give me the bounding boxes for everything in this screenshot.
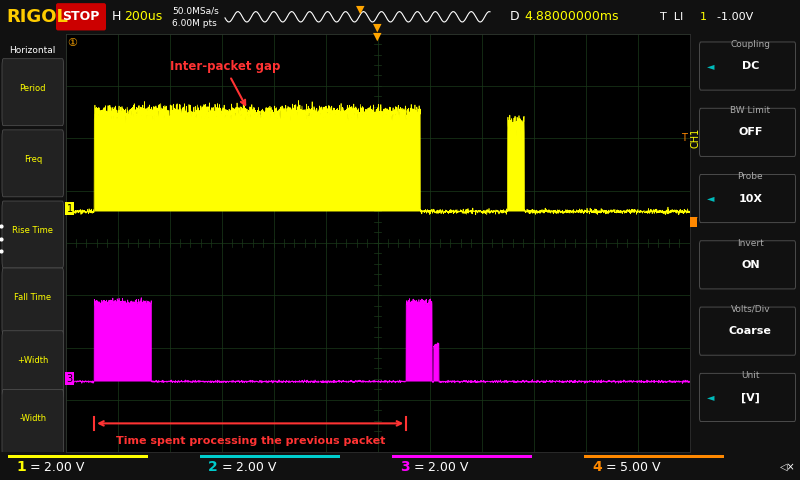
Text: 10X: 10X bbox=[738, 193, 762, 204]
Text: ◄: ◄ bbox=[707, 61, 714, 71]
Text: -1.00V: -1.00V bbox=[710, 12, 754, 22]
Text: -Width: -Width bbox=[19, 414, 46, 423]
Text: =: = bbox=[414, 461, 425, 474]
Text: Probe: Probe bbox=[738, 172, 763, 181]
Text: T: T bbox=[681, 133, 687, 143]
Text: +Width: +Width bbox=[17, 356, 49, 365]
FancyBboxPatch shape bbox=[2, 331, 64, 398]
FancyBboxPatch shape bbox=[699, 42, 795, 90]
Text: =: = bbox=[30, 461, 41, 474]
Text: DC: DC bbox=[742, 61, 759, 71]
Text: STOP: STOP bbox=[62, 10, 100, 24]
Text: Time spent processing the previous packet: Time spent processing the previous packe… bbox=[115, 436, 385, 445]
Text: 3: 3 bbox=[66, 374, 73, 384]
Text: ◄: ◄ bbox=[707, 193, 714, 204]
FancyBboxPatch shape bbox=[2, 201, 64, 268]
FancyBboxPatch shape bbox=[2, 130, 64, 197]
FancyBboxPatch shape bbox=[699, 241, 795, 289]
FancyBboxPatch shape bbox=[699, 307, 795, 355]
Text: Invert: Invert bbox=[737, 239, 764, 248]
Text: 2.00 V: 2.00 V bbox=[44, 461, 84, 474]
Text: Coarse: Coarse bbox=[729, 326, 772, 336]
Bar bbox=[200, 455, 340, 458]
Text: 1: 1 bbox=[16, 460, 26, 474]
Text: Rise Time: Rise Time bbox=[12, 226, 54, 235]
Text: 200us: 200us bbox=[124, 10, 162, 24]
Text: ◄: ◄ bbox=[707, 392, 714, 402]
FancyBboxPatch shape bbox=[2, 59, 64, 126]
Text: 1: 1 bbox=[66, 204, 73, 214]
Text: D: D bbox=[510, 10, 520, 24]
Text: Freq: Freq bbox=[24, 155, 42, 164]
Text: 2.00 V: 2.00 V bbox=[236, 461, 276, 474]
Text: Coupling: Coupling bbox=[730, 40, 770, 49]
Text: Unit: Unit bbox=[741, 371, 759, 380]
Text: ▼: ▼ bbox=[374, 32, 382, 41]
Text: Inter-packet gap: Inter-packet gap bbox=[170, 60, 280, 105]
Text: [V]: [V] bbox=[741, 392, 760, 403]
Bar bbox=[584, 455, 724, 458]
Text: Fall Time: Fall Time bbox=[14, 293, 51, 302]
Text: 50.0MSa/s: 50.0MSa/s bbox=[172, 6, 218, 15]
Text: 5.00 V: 5.00 V bbox=[620, 461, 661, 474]
FancyBboxPatch shape bbox=[699, 175, 795, 223]
Text: 1: 1 bbox=[700, 12, 707, 22]
Text: H: H bbox=[112, 10, 122, 24]
Text: 2: 2 bbox=[208, 460, 218, 474]
Text: =: = bbox=[222, 461, 233, 474]
Text: ▼: ▼ bbox=[356, 4, 364, 14]
Text: ◁×: ◁× bbox=[780, 462, 796, 472]
Text: T: T bbox=[691, 217, 697, 227]
Text: Period: Period bbox=[19, 84, 46, 93]
Bar bbox=[392, 455, 532, 458]
Text: Volts/Div: Volts/Div bbox=[730, 305, 770, 314]
FancyBboxPatch shape bbox=[2, 389, 64, 456]
Text: ▼: ▼ bbox=[374, 23, 382, 33]
Text: CH1: CH1 bbox=[690, 128, 700, 148]
Text: Horizontal: Horizontal bbox=[10, 46, 56, 55]
Text: OFF: OFF bbox=[738, 127, 762, 137]
FancyBboxPatch shape bbox=[699, 373, 795, 421]
Text: 2.00 V: 2.00 V bbox=[428, 461, 468, 474]
FancyBboxPatch shape bbox=[699, 108, 795, 156]
Text: T  LI: T LI bbox=[660, 12, 690, 22]
Text: =: = bbox=[606, 461, 617, 474]
Text: 3: 3 bbox=[400, 460, 410, 474]
Text: BW Limit: BW Limit bbox=[730, 106, 770, 115]
Text: ON: ON bbox=[741, 260, 760, 270]
Text: 4: 4 bbox=[592, 460, 602, 474]
Text: ①: ① bbox=[67, 38, 77, 48]
Bar bbox=[8, 455, 148, 458]
Text: 6.00M pts: 6.00M pts bbox=[172, 19, 217, 27]
FancyBboxPatch shape bbox=[2, 268, 64, 335]
Text: RIGOL: RIGOL bbox=[6, 8, 68, 26]
FancyBboxPatch shape bbox=[56, 3, 106, 30]
Text: 4.88000000ms: 4.88000000ms bbox=[524, 10, 618, 24]
